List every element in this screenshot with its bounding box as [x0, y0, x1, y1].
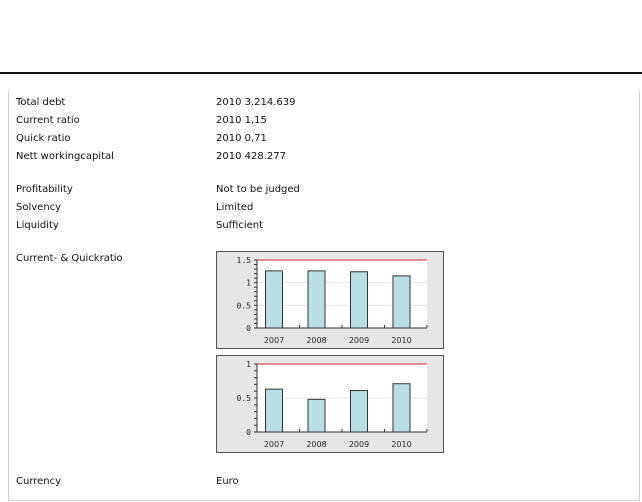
x-tick-label: 2007 — [264, 440, 284, 449]
row-label: Current- & Quickratio — [16, 253, 123, 264]
row-value: 2010 1,15 — [216, 115, 267, 126]
x-tick-label: 2009 — [349, 440, 369, 449]
bar — [392, 383, 411, 433]
quick-ratio-chart: 0 0.5 1 2007 2008 2009 2010 — [216, 355, 444, 453]
y-tick-label: 0 — [246, 324, 251, 333]
bar — [265, 270, 283, 329]
bar — [350, 390, 368, 433]
x-tick-label: 2010 — [391, 336, 411, 345]
row-label: Currency — [16, 476, 62, 487]
row-label: Current ratio — [16, 115, 80, 126]
bar — [307, 398, 326, 433]
x-tick-label: 2009 — [349, 336, 369, 345]
y-tick-label: 1 — [246, 279, 251, 288]
x-tick-label: 2008 — [306, 440, 326, 449]
row-label: Quick ratio — [16, 133, 71, 144]
bar — [350, 271, 368, 329]
y-tick-label: 0.5 — [237, 301, 252, 310]
row-value: 2010 3.214.639 — [216, 97, 296, 108]
row-label: Solvency — [16, 202, 62, 213]
row-label: Nett workingcapital — [16, 151, 114, 162]
current-ratio-chart: 0 0.5 1 1.5 2007 2008 2009 2010 — [216, 251, 444, 349]
y-tick-label: 0.5 — [237, 394, 252, 403]
bar — [265, 388, 283, 433]
row-value: Not to be judged — [216, 184, 300, 195]
row-label: Profitability — [16, 184, 73, 195]
y-tick-label: 0 — [246, 428, 251, 437]
row-value: 2010 428.277 — [216, 151, 286, 162]
details-panel — [8, 90, 640, 501]
bar — [392, 275, 411, 329]
header-divider — [0, 72, 642, 74]
row-label: Total debt — [16, 97, 66, 108]
row-value: Sufficient — [216, 220, 264, 231]
x-tick-label: 2008 — [306, 336, 326, 345]
row-value: Limited — [216, 202, 254, 213]
row-value: 2010 0,71 — [216, 133, 267, 144]
y-tick-label: 1 — [246, 360, 251, 369]
bar — [307, 270, 326, 329]
row-value: Euro — [216, 476, 239, 487]
row-label: Liquidity — [16, 220, 59, 231]
x-tick-label: 2010 — [391, 440, 411, 449]
x-tick-label: 2007 — [264, 336, 284, 345]
y-tick-label: 1.5 — [237, 256, 252, 265]
